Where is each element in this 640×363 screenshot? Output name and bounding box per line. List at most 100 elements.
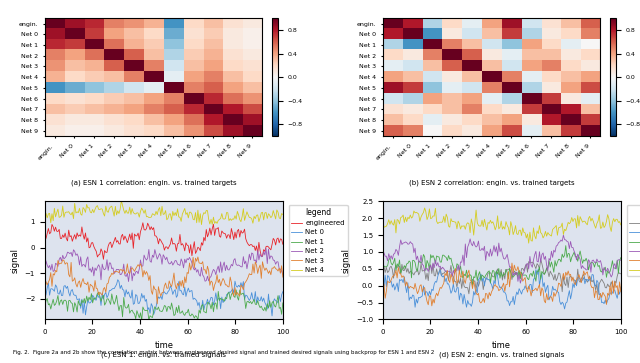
engineered xyxy=(537,257,545,261)
engineered xyxy=(594,292,602,297)
Net 0 xyxy=(561,307,568,311)
Legend: engineered, Net 0, Net 1, Net 2, Net 3, Net 4: engineered, Net 0, Net 1, Net 2, Net 3, … xyxy=(289,205,348,276)
Line: Net 4: Net 4 xyxy=(383,208,621,243)
Net 0 xyxy=(534,267,542,271)
Net 4 xyxy=(198,223,205,227)
Net 2 xyxy=(125,280,132,284)
Net 0 xyxy=(607,291,615,295)
Line: engineered: engineered xyxy=(45,223,283,259)
Net 2 xyxy=(104,268,112,273)
engineered xyxy=(442,269,450,273)
Net 3 xyxy=(104,281,112,285)
Line: Net 4: Net 4 xyxy=(45,201,283,225)
engineered xyxy=(85,246,93,250)
Net 3 xyxy=(154,302,161,306)
Net 3 xyxy=(194,255,202,259)
Net 3 xyxy=(51,273,58,277)
Net 1 xyxy=(55,303,63,307)
Net 3 xyxy=(85,290,93,294)
Net 1 xyxy=(279,301,287,305)
Net 4 xyxy=(279,212,287,217)
Line: Net 2: Net 2 xyxy=(45,249,283,282)
Net 0 xyxy=(423,290,431,294)
Net 2 xyxy=(55,257,63,262)
Net 2 xyxy=(388,257,396,261)
Net 0 xyxy=(85,301,93,305)
Net 3 xyxy=(617,290,625,294)
Net 4 xyxy=(85,205,93,210)
engineered xyxy=(269,236,277,241)
engineered xyxy=(607,280,615,284)
Title: (b) ESN 2 correlation: engin. vs. trained targets: (b) ESN 2 correlation: engin. vs. traine… xyxy=(409,180,574,186)
Net 3 xyxy=(607,293,615,297)
Net 1 xyxy=(269,299,277,303)
Net 4 xyxy=(118,199,125,203)
Net 0 xyxy=(114,278,122,282)
Net 0 xyxy=(51,289,58,293)
engineered xyxy=(599,279,607,284)
Net 0 xyxy=(394,281,401,285)
Y-axis label: signal: signal xyxy=(341,248,350,273)
Net 0 xyxy=(260,296,268,300)
Net 4 xyxy=(525,241,532,245)
Net 1 xyxy=(104,297,112,301)
Net 2 xyxy=(516,281,524,285)
Net 4 xyxy=(269,208,277,213)
Net 4 xyxy=(51,206,58,211)
Legend: engineered, Net 0, Net 1, Net 2, Net 3, Net 4: engineered, Net 0, Net 1, Net 2, Net 3, … xyxy=(627,205,640,276)
Net 1 xyxy=(85,295,93,299)
Net 2 xyxy=(51,268,58,273)
Net 0 xyxy=(599,300,607,304)
Net 3 xyxy=(508,261,516,265)
engineered xyxy=(261,249,269,253)
Net 1 xyxy=(617,256,625,260)
Net 3 xyxy=(599,290,607,294)
Net 4 xyxy=(379,217,387,221)
Net 1 xyxy=(51,303,58,307)
Net 3 xyxy=(394,276,401,280)
Net 0 xyxy=(55,292,63,296)
Net 3 xyxy=(428,304,436,308)
Net 0 xyxy=(279,290,287,294)
Net 2 xyxy=(279,272,287,277)
Net 4 xyxy=(617,223,625,227)
Net 3 xyxy=(279,275,287,279)
Net 0 xyxy=(388,285,396,289)
Net 1 xyxy=(562,244,570,248)
Net 3 xyxy=(269,266,277,270)
Net 4 xyxy=(55,215,63,220)
engineered xyxy=(379,274,387,278)
Net 2 xyxy=(617,258,625,262)
Net 0 xyxy=(617,285,625,289)
engineered xyxy=(394,265,401,270)
Net 1 xyxy=(394,262,401,266)
engineered xyxy=(55,227,63,232)
Net 3 xyxy=(261,268,269,273)
Net 2 xyxy=(607,275,615,279)
Net 1 xyxy=(41,305,49,309)
Line: Net 3: Net 3 xyxy=(383,263,621,306)
engineered xyxy=(279,242,287,246)
Net 3 xyxy=(41,277,49,282)
Net 4 xyxy=(104,210,112,215)
Net 4 xyxy=(444,215,451,220)
Net 1 xyxy=(261,305,269,309)
Line: Net 2: Net 2 xyxy=(383,235,621,283)
Title: (a) ESN 1 correlation: engin. vs. trained targets: (a) ESN 1 correlation: engin. vs. traine… xyxy=(71,180,236,186)
engineered xyxy=(100,257,108,261)
Net 1 xyxy=(442,255,450,260)
Net 4 xyxy=(599,220,607,224)
Line: engineered: engineered xyxy=(383,259,621,294)
Net 0 xyxy=(268,314,276,318)
Net 4 xyxy=(394,217,401,222)
Net 2 xyxy=(85,268,93,273)
Net 1 xyxy=(138,318,145,323)
Net 1 xyxy=(423,258,431,262)
Y-axis label: signal: signal xyxy=(10,248,19,273)
Line: Net 1: Net 1 xyxy=(45,290,283,321)
Net 4 xyxy=(424,214,432,219)
Net 4 xyxy=(421,206,429,210)
Net 2 xyxy=(559,233,567,237)
X-axis label: time: time xyxy=(492,341,511,350)
Net 2 xyxy=(599,273,607,277)
